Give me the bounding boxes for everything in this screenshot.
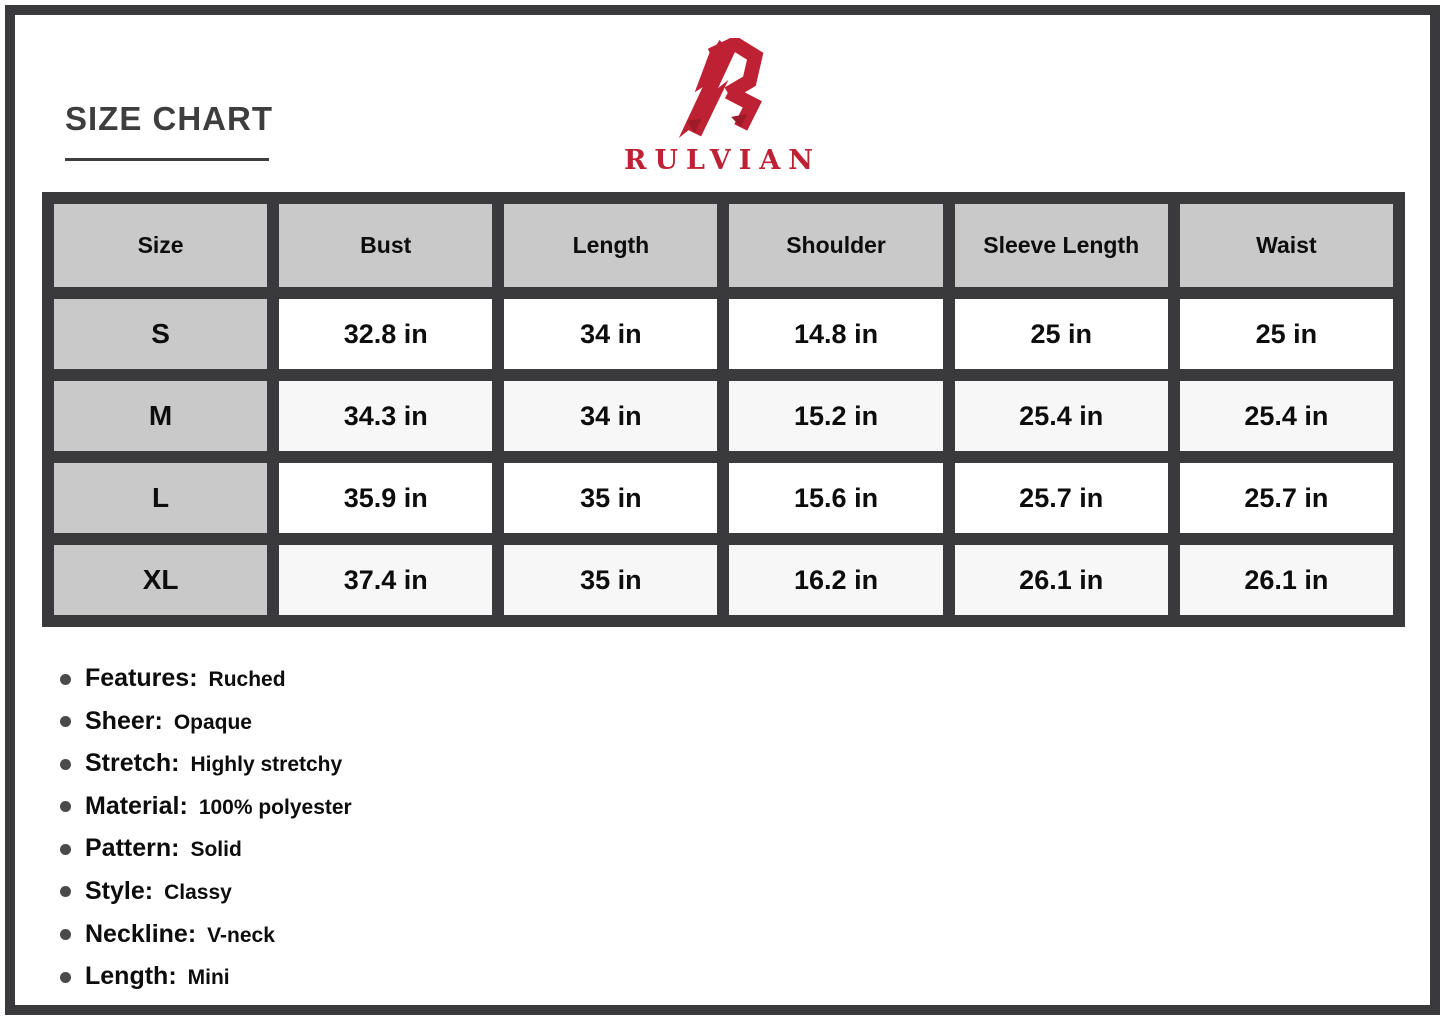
detail-label: Pattern:: [85, 834, 180, 863]
bust-cell: 37.4 in: [279, 545, 493, 615]
column-header-sleeve-length: Sleeve Length: [954, 204, 1168, 287]
size-cell: S: [54, 299, 268, 369]
sleeve-length-cell: 26.1 in: [954, 545, 1168, 615]
detail-label: Style:: [85, 876, 154, 905]
detail-label: Neckline:: [85, 919, 197, 948]
waist-cell: 26.1 in: [1179, 545, 1393, 615]
detail-label: Sheer:: [85, 706, 163, 735]
sleeve-length-cell: 25.7 in: [954, 463, 1168, 533]
detail-value: Classy: [164, 880, 232, 904]
detail-value: Ruched: [208, 668, 286, 691]
bullet-icon: [60, 843, 71, 855]
table-row-m: M 34.3 in 34 in 15.2 in 25.4 in 25.4 in: [54, 381, 1393, 451]
column-header-bust: Bust: [279, 204, 493, 287]
size-cell: L: [54, 463, 268, 533]
list-item-pattern: Pattern: Solid: [60, 834, 352, 864]
list-item-style: Style: Classy: [60, 877, 352, 907]
brand-name: RULVIAN: [624, 145, 821, 176]
bust-cell: 34.3 in: [279, 381, 493, 451]
sleeve-length-cell: 25 in: [954, 299, 1168, 369]
brand-r-monogram-icon: [674, 35, 771, 143]
length-cell: 34 in: [504, 299, 718, 369]
length-cell: 35 in: [504, 545, 718, 615]
detail-label: Stretch:: [85, 749, 180, 778]
list-item-sheer: Sheer: Opaque: [60, 707, 352, 737]
bust-cell: 32.8 in: [279, 299, 493, 369]
bullet-icon: [60, 886, 71, 898]
size-cell: XL: [54, 545, 268, 615]
product-details-list: Features: Ruched Sheer: Opaque Stretch: …: [60, 664, 352, 1005]
page-title: SIZE CHART: [65, 100, 273, 137]
detail-label: Length:: [85, 962, 177, 991]
waist-cell: 25.7 in: [1179, 463, 1393, 533]
detail-value: V-neck: [207, 923, 275, 947]
shoulder-cell: 15.2 in: [729, 381, 943, 451]
title-underline: [65, 157, 269, 161]
table-row-l: L 35.9 in 35 in 15.6 in 25.7 in 25.7 in: [54, 463, 1393, 533]
bullet-icon: [60, 971, 71, 983]
brand-logo: RULVIAN: [553, 35, 893, 176]
detail-value: Mini: [187, 966, 230, 990]
list-item-length: Length: Mini: [60, 962, 352, 992]
table-row-xl: XL 37.4 in 35 in 16.2 in 26.1 in 26.1 in: [54, 545, 1393, 615]
shoulder-cell: 14.8 in: [729, 299, 943, 369]
list-item-features: Features: Ruched: [60, 664, 352, 694]
table-row-s: S 32.8 in 34 in 14.8 in 25 in 25 in: [54, 299, 1393, 369]
size-table: Size Bust Length Shoulder Sleeve Length …: [42, 192, 1405, 627]
detail-label: Features:: [85, 664, 198, 692]
column-header-length: Length: [504, 204, 718, 287]
bullet-icon: [60, 673, 71, 685]
detail-value: Highly stretchy: [190, 753, 343, 777]
bullet-icon: [60, 758, 71, 770]
size-table-container: Size Bust Length Shoulder Sleeve Length …: [42, 192, 1405, 627]
sleeve-length-cell: 25.4 in: [954, 381, 1168, 451]
shoulder-cell: 15.6 in: [729, 463, 943, 533]
waist-cell: 25.4 in: [1179, 381, 1393, 451]
bust-cell: 35.9 in: [279, 463, 493, 533]
detail-value: 100% polyester: [198, 795, 352, 819]
bullet-icon: [60, 801, 71, 813]
heading-block: SIZE CHART: [65, 100, 273, 161]
detail-label: Material:: [85, 791, 188, 820]
table-header-row: Size Bust Length Shoulder Sleeve Length …: [54, 204, 1393, 287]
waist-cell: 25 in: [1179, 299, 1393, 369]
column-header-size: Size: [54, 204, 268, 287]
column-header-shoulder: Shoulder: [729, 204, 943, 287]
shoulder-cell: 16.2 in: [729, 545, 943, 615]
detail-value: Opaque: [173, 710, 252, 734]
bullet-icon: [60, 716, 71, 728]
length-cell: 35 in: [504, 463, 718, 533]
list-item-material: Material: 100% polyester: [60, 792, 352, 822]
detail-value: Solid: [190, 838, 242, 862]
size-cell: M: [54, 381, 268, 451]
length-cell: 34 in: [504, 381, 718, 451]
list-item-stretch: Stretch: Highly stretchy: [60, 749, 352, 779]
column-header-waist: Waist: [1179, 204, 1393, 287]
list-item-neckline: Neckline: V-neck: [60, 920, 352, 950]
bullet-icon: [60, 929, 71, 941]
